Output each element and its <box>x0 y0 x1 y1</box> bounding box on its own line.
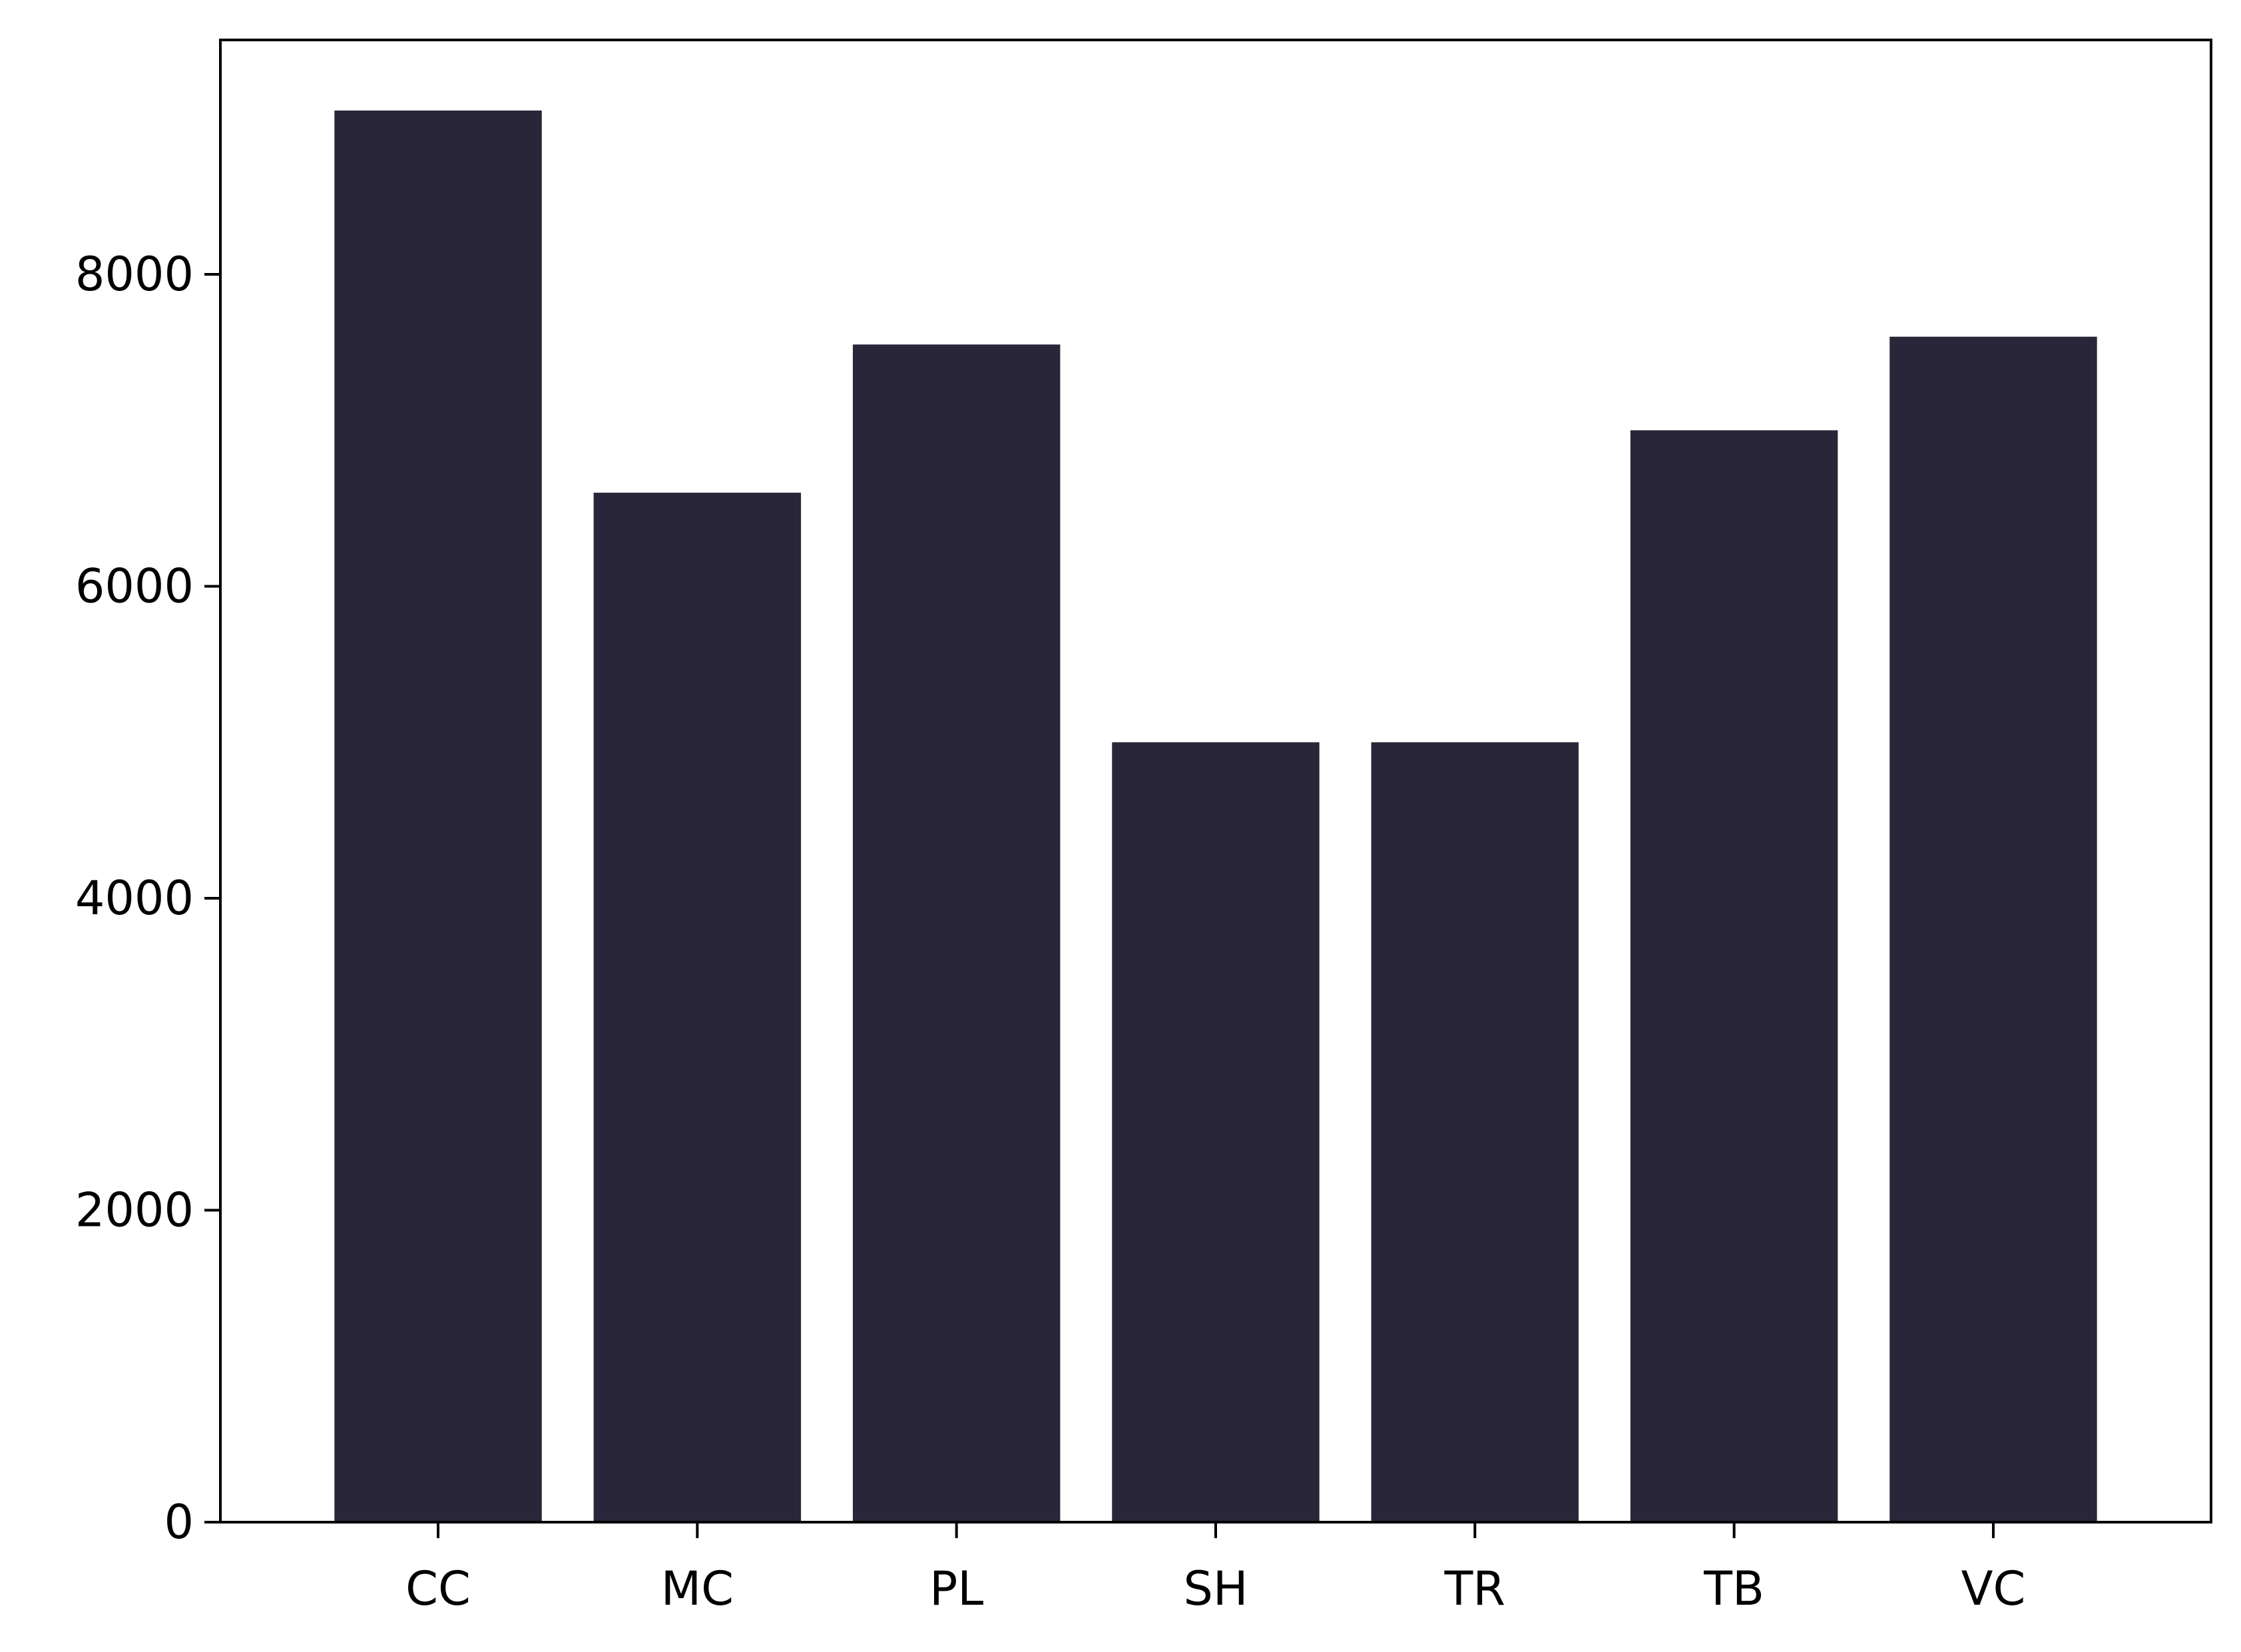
y-axis-ticks: 0 2000 4000 6000 8000 <box>75 247 220 1549</box>
bar-tr <box>1371 742 1579 1522</box>
bar-sh <box>1112 742 1320 1522</box>
y-tick-label: 0 <box>164 1495 194 1549</box>
y-tick-label: 6000 <box>75 559 194 613</box>
x-tick-label: PL <box>929 1561 983 1616</box>
x-tick-label: VC <box>1961 1561 2026 1616</box>
bar-tb <box>1630 430 1838 1523</box>
x-tick-label: MC <box>661 1561 734 1616</box>
bar-pl <box>852 344 1061 1522</box>
x-tick-label: TR <box>1444 1561 1505 1616</box>
x-tick-label: SH <box>1183 1561 1248 1616</box>
x-axis-ticks: CC MC PL SH TR TB VC <box>405 1522 2025 1616</box>
bar-vc <box>1889 336 2097 1523</box>
x-tick-label: TB <box>1703 1561 1764 1616</box>
y-tick-label: 4000 <box>75 871 194 926</box>
y-tick-label: 8000 <box>75 247 194 302</box>
plot-frame <box>219 39 2212 1523</box>
y-tick-label: 2000 <box>75 1183 194 1237</box>
bar-cc <box>334 111 542 1522</box>
bars-layer <box>334 111 2097 1523</box>
x-tick-label: CC <box>405 1561 471 1616</box>
bar-mc <box>593 492 802 1523</box>
